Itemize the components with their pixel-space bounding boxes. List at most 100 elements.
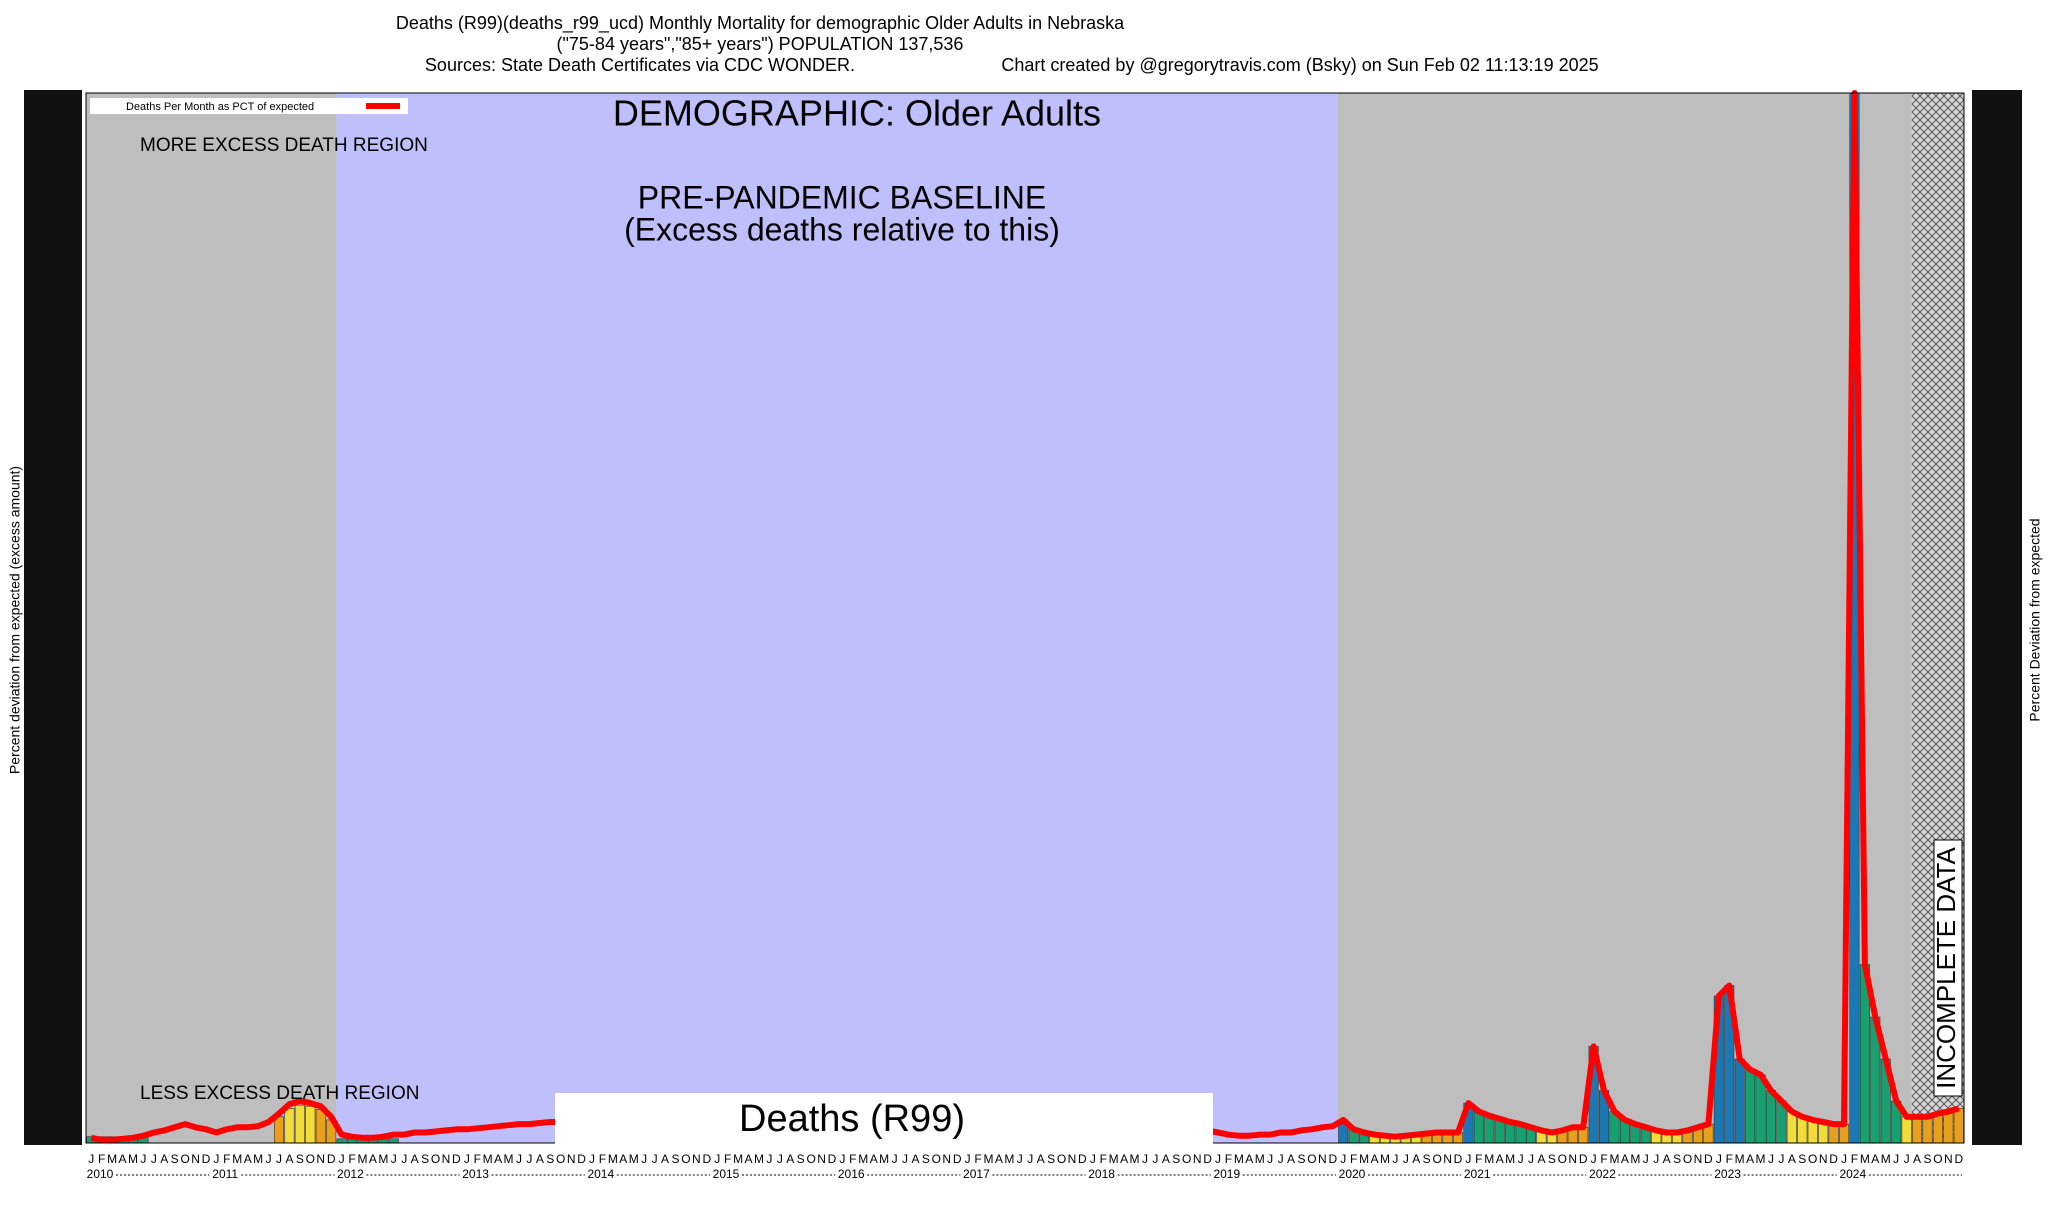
x-tick-label: N <box>442 1152 451 1166</box>
x-tick-label: N <box>567 1152 576 1166</box>
x-tick-label: J <box>464 1152 470 1166</box>
x-tick-label: A <box>786 1152 794 1166</box>
x-tick-label: J <box>1215 1152 1221 1166</box>
annotation: PRE-PANDEMIC BASELINE <box>638 179 1046 215</box>
x-tick-label: J <box>965 1152 971 1166</box>
x-tick-label: O <box>1307 1152 1316 1166</box>
chart-title: Deaths (R99)(deaths_r99_ucd) Monthly Mor… <box>396 13 1125 34</box>
x-year-label: 2023 <box>1714 1167 1741 1181</box>
x-tick-label: O <box>1182 1152 1191 1166</box>
x-tick-label: A <box>1162 1152 1170 1166</box>
x-tick-label: F <box>974 1152 981 1166</box>
x-tick-label: M <box>1484 1152 1494 1166</box>
annotation: MORE EXCESS DEATH REGION <box>140 135 428 156</box>
x-tick-label: N <box>1193 1152 1202 1166</box>
x-tick-label: N <box>692 1152 701 1166</box>
x-tick-label: J <box>1518 1152 1524 1166</box>
x-tick-label: S <box>546 1152 554 1166</box>
x-tick-label: D <box>1579 1152 1588 1166</box>
x-tick-label: J <box>339 1152 345 1166</box>
x-tick-label: D <box>327 1152 336 1166</box>
x-tick-label: J <box>1278 1152 1284 1166</box>
x-tick-label: O <box>681 1152 690 1166</box>
x-tick-label: M <box>107 1152 117 1166</box>
x-tick-label: D <box>202 1152 211 1166</box>
x-tick-label: J <box>1893 1152 1899 1166</box>
x-tick-label: J <box>892 1152 898 1166</box>
annotation: INCOMPLETE DATA <box>1931 846 1961 1088</box>
x-tick-label: A <box>745 1152 753 1166</box>
x-tick-label: A <box>1746 1152 1754 1166</box>
x-tick-label: J <box>1152 1152 1158 1166</box>
x-tick-label: D <box>452 1152 461 1166</box>
x-tick-label: J <box>391 1152 397 1166</box>
x-year-label: 2020 <box>1339 1167 1366 1181</box>
x-tick-label: A <box>911 1152 919 1166</box>
x-tick-label: N <box>1318 1152 1327 1166</box>
x-tick-label: M <box>232 1152 242 1166</box>
x-tick-label: J <box>641 1152 647 1166</box>
credit: Chart created by @gregorytravis.com (Bsk… <box>1001 55 1598 75</box>
bar <box>336 1138 347 1144</box>
x-tick-label: M <box>1735 1152 1745 1166</box>
x-tick-label: M <box>1234 1152 1244 1166</box>
x-tick-label: J <box>839 1152 845 1166</box>
x-tick-label: O <box>556 1152 565 1166</box>
x-tick-label: J <box>1465 1152 1471 1166</box>
x-tick-label: J <box>589 1152 595 1166</box>
x-year-label: 2010 <box>87 1167 114 1181</box>
x-tick-label: F <box>1225 1152 1232 1166</box>
x-tick-label: F <box>98 1152 105 1166</box>
bar <box>284 1108 295 1144</box>
x-tick-label: M <box>858 1152 868 1166</box>
bar <box>305 1105 316 1144</box>
x-tick-label: D <box>1704 1152 1713 1166</box>
x-tick-label: J <box>266 1152 272 1166</box>
x-tick-label: N <box>1944 1152 1953 1166</box>
x-tick-label: J <box>902 1152 908 1166</box>
x-tick-label: S <box>1297 1152 1305 1166</box>
bar <box>1953 1108 1964 1144</box>
x-tick-label: M <box>754 1152 764 1166</box>
x-tick-label: M <box>253 1152 263 1166</box>
x-year-label: 2011 <box>212 1167 238 1181</box>
annotation: (Excess deaths relative to this) <box>624 211 1060 247</box>
x-tick-label: S <box>1798 1152 1806 1166</box>
x-tick-label: A <box>536 1152 544 1166</box>
x-tick-label: O <box>932 1152 941 1166</box>
bar <box>1932 1113 1943 1144</box>
x-tick-label: N <box>1819 1152 1828 1166</box>
x-tick-label: F <box>849 1152 856 1166</box>
x-tick-label: J <box>1267 1152 1273 1166</box>
x-tick-label: O <box>1683 1152 1692 1166</box>
x-tick-label: M <box>1255 1152 1265 1166</box>
x-tick-label: F <box>1726 1152 1733 1166</box>
x-tick-label: F <box>223 1152 230 1166</box>
x-tick-label: A <box>661 1152 669 1166</box>
bar <box>1901 1116 1912 1144</box>
x-tick-label: A <box>1913 1152 1921 1166</box>
x-tick-label: A <box>244 1152 252 1166</box>
x-tick-label: J <box>151 1152 157 1166</box>
x-year-label: 2017 <box>963 1167 990 1181</box>
x-tick-label: O <box>431 1152 440 1166</box>
x-tick-label: A <box>285 1152 293 1166</box>
bar <box>294 1104 305 1144</box>
x-tick-label: J <box>1017 1152 1023 1166</box>
x-tick-label: J <box>766 1152 772 1166</box>
label-box <box>1933 839 1963 1097</box>
x-tick-label: O <box>1558 1152 1567 1166</box>
x-tick-label: N <box>1443 1152 1452 1166</box>
x-year-label: 2024 <box>1839 1167 1866 1181</box>
x-tick-label: M <box>1004 1152 1014 1166</box>
x-tick-label: J <box>1778 1152 1784 1166</box>
x-tick-label: M <box>1505 1152 1515 1166</box>
bar <box>1473 1111 1484 1144</box>
y2-axis-label: Percent Deviation from expected <box>2027 518 2043 721</box>
x-tick-label: J <box>1653 1152 1659 1166</box>
x-tick-label: A <box>494 1152 502 1166</box>
x-tick-label: M <box>1756 1152 1766 1166</box>
x-tick-label: J <box>526 1152 532 1166</box>
label-box <box>555 1093 1213 1145</box>
x-tick-label: M <box>608 1152 618 1166</box>
